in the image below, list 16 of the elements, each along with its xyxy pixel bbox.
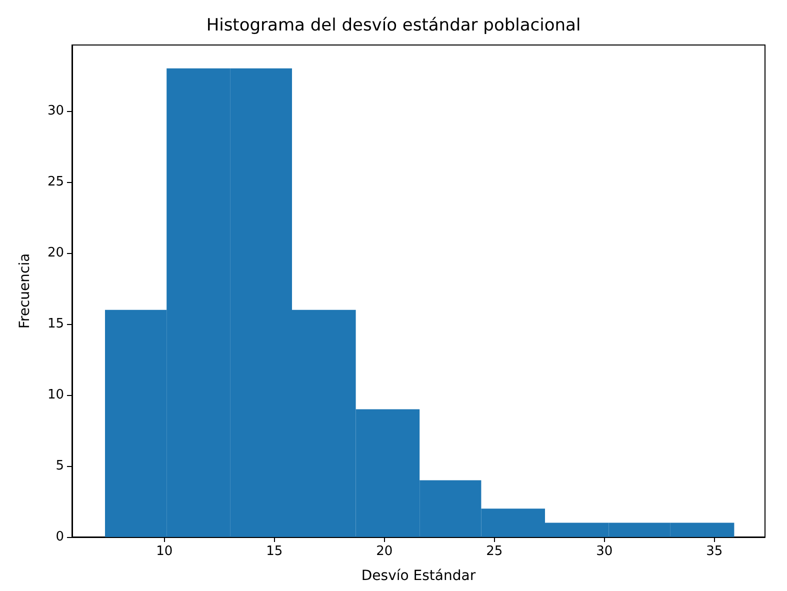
chart-title: Histograma del desvío estándar poblacional [206,16,581,36]
y-tick-label: 25 [47,174,64,190]
x-tick-label: 35 [706,544,723,559]
y-tick-label: 30 [47,104,64,119]
y-tick-label: 15 [47,316,64,332]
y-axis-title: Frecuencia [17,253,33,329]
x-tick-label: 15 [266,544,283,559]
x-tick-label: 10 [156,544,173,559]
x-axis-title: Desvío Estándar [361,568,476,584]
y-tick-label: 20 [47,246,64,261]
x-tick-label: 25 [486,544,503,559]
y-tick-label: 5 [56,458,64,474]
y-tick-label: 10 [47,388,64,403]
y-tick-label: 0 [56,530,64,544]
x-tick-label: 30 [596,544,613,559]
x-tick-label: 20 [376,544,393,559]
